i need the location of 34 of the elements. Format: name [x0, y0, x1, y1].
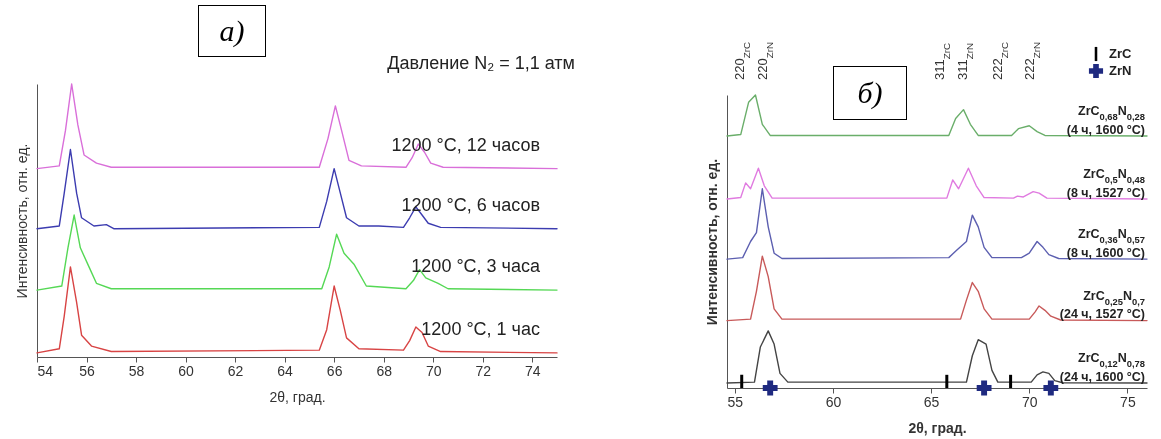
x-tick-label: 70 — [425, 362, 442, 379]
text: Давление N₂ = 1,1 атм — [387, 53, 575, 73]
series-label: ZrC$_{0,25}$N$_{0,7}$ (24 ч, 1527 °C) — [1059, 288, 1145, 322]
x-tick-label: 66 — [326, 362, 343, 379]
x-axis-title: 2θ, град. — [908, 419, 967, 436]
y-axis-title: Интенсивность, отн. ед. — [703, 158, 720, 326]
x-tick-label: 70 — [1021, 393, 1038, 410]
chart-title: б) — [833, 66, 907, 120]
x-tick-label: 62 — [227, 362, 244, 379]
x-tick-label: 68 — [376, 362, 393, 379]
series-label: ZrC$_{0,5}$N$_{0,48}$ (8 ч, 1527 °C) — [1066, 167, 1145, 200]
x-tick-label: 55 — [727, 393, 744, 410]
x-tick-label: 56 — [79, 362, 96, 379]
series-label: ZrC$_{0,36}$N$_{0,57}$ (8 ч, 1600 °C) — [1066, 227, 1145, 260]
x-tick-label: 65 — [923, 393, 940, 410]
series-label: 1200 °C, 6 часов — [401, 194, 540, 215]
series-label: 1200 °C, 12 часов — [391, 134, 540, 155]
series-label: ZrC$_{0,68}$N$_{0,28}$ (4 ч, 1600 °C) — [1066, 104, 1145, 137]
x-tick-label: 75 — [1120, 393, 1136, 410]
x-tick-label: 58 — [128, 362, 145, 379]
x-tick-label: 54 — [37, 362, 54, 379]
chart-title: а) — [198, 5, 266, 57]
x-tick-label: 60 — [178, 362, 195, 379]
series-label: 1200 °C, 1 час — [421, 318, 540, 339]
x-tick-label: 74 — [524, 362, 541, 379]
legend-label: ZrN — [1109, 63, 1132, 78]
series-label: 1200 °C, 3 часа — [411, 256, 541, 277]
series-label: ZrC$_{0,12}$N$_{0,78}$ (24 ч, 1600 °C) — [1059, 351, 1145, 384]
legend-label: ZrC — [1109, 46, 1132, 61]
x-tick-label: 60 — [825, 393, 842, 410]
y-axis-title: Интенсивность, отн. ед. — [13, 143, 30, 299]
x-tick-label: 64 — [277, 362, 294, 379]
x-axis-title: 2θ, град. — [269, 388, 326, 405]
x-tick-label: 72 — [475, 362, 492, 379]
